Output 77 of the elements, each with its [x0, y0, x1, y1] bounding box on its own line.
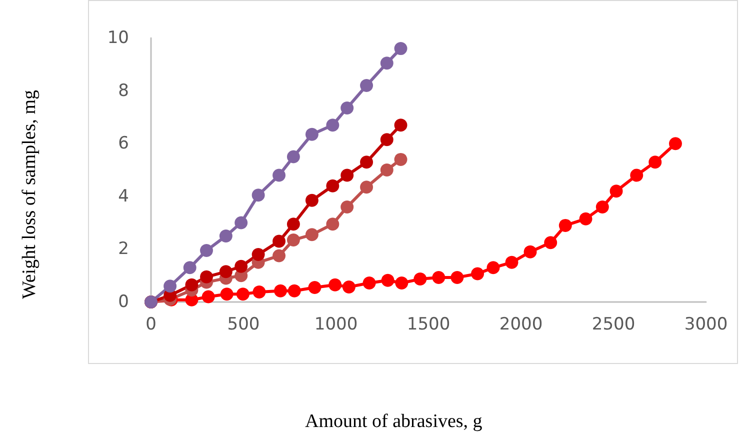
point [219, 230, 232, 242]
x-tick-label: 1000 [314, 314, 358, 334]
point [252, 248, 265, 261]
point [630, 168, 644, 182]
point [432, 270, 446, 284]
point [342, 280, 356, 294]
y-tick-label: 8 [118, 80, 129, 101]
point [579, 212, 592, 226]
point [380, 56, 394, 70]
point [185, 278, 198, 292]
point [340, 200, 354, 214]
x-axis-title: Amount of abrasives, g [305, 411, 483, 432]
point [380, 164, 394, 176]
point [558, 218, 572, 232]
point [450, 270, 464, 284]
point [360, 156, 374, 169]
point [252, 285, 266, 298]
point [380, 133, 394, 146]
point [610, 184, 623, 198]
point [236, 288, 250, 301]
x-tick-label: 2500 [592, 314, 636, 334]
point [288, 284, 301, 298]
y-tick-label: 4 [118, 186, 129, 206]
y-tick-label: 6 [118, 134, 129, 154]
point [340, 168, 354, 182]
x-tick-label: 1500 [406, 314, 450, 334]
point [272, 249, 286, 262]
point [360, 79, 374, 92]
point [202, 290, 215, 304]
y-tick-label: 10 [107, 28, 129, 48]
point [286, 233, 300, 246]
point [394, 152, 408, 166]
point [394, 42, 408, 56]
point [219, 265, 232, 278]
point [286, 218, 300, 231]
x-tick-label: 0 [146, 314, 156, 334]
point [305, 228, 318, 242]
point [381, 274, 394, 287]
x-tick-label: 2000 [499, 314, 543, 334]
point [164, 280, 177, 293]
point [394, 118, 408, 132]
point [326, 179, 340, 192]
point [234, 260, 248, 273]
x-tick-label: 500 [227, 314, 260, 334]
point [272, 234, 286, 248]
point [360, 180, 374, 194]
point [328, 278, 342, 292]
y-axis-title: Weight loss of samples, mg [19, 90, 40, 300]
point [234, 216, 248, 230]
point [414, 272, 427, 286]
point [274, 284, 287, 298]
x-tick-label: 3000 [684, 314, 728, 334]
point [326, 118, 340, 132]
point [305, 128, 318, 141]
point [471, 267, 484, 280]
point [220, 288, 234, 301]
y-tick-label: 2 [118, 239, 129, 260]
point [524, 245, 537, 258]
point [486, 261, 500, 274]
y-tick-label: 0 [118, 292, 129, 312]
point [183, 261, 196, 274]
point [596, 200, 609, 214]
point [668, 137, 682, 150]
point [200, 244, 213, 258]
point [395, 276, 408, 290]
point [252, 188, 265, 202]
point [305, 194, 318, 207]
point [362, 276, 376, 290]
point [200, 270, 213, 284]
point [340, 101, 354, 114]
point [544, 236, 558, 250]
point [648, 156, 662, 169]
point [326, 218, 340, 231]
point [308, 280, 322, 294]
point [505, 256, 518, 269]
point [286, 150, 300, 164]
point [272, 168, 286, 182]
